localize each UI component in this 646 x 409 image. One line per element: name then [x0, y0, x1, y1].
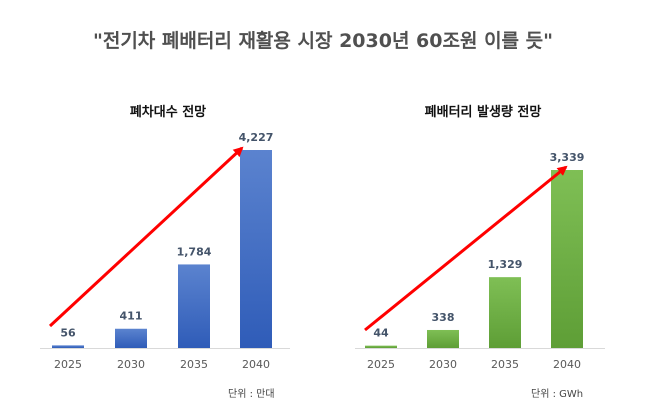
data-label: 4,227 — [239, 131, 274, 144]
data-label: 1,329 — [488, 258, 523, 271]
data-label: 3,339 — [550, 151, 585, 164]
chart-vehicles: 56 2025 411 2030 1,784 2035 4,227 2040 — [40, 131, 290, 371]
bar — [365, 345, 397, 348]
trend-arrow — [48, 146, 244, 328]
page-title: "전기차 폐배터리 재활용 시장 2030년 60조원 이를 듯" — [92, 30, 554, 52]
x-tick-label: 2040 — [553, 358, 581, 371]
bar — [178, 264, 210, 348]
data-label: 44 — [373, 327, 389, 340]
chart-title-vehicles: 폐차대수 전망 — [129, 105, 207, 120]
unit-note-vehicles: 단위 : 만대 — [228, 389, 275, 400]
bar — [240, 150, 272, 348]
x-tick-label: 2025 — [54, 358, 82, 371]
data-label: 1,784 — [177, 245, 212, 258]
x-tick-label: 2035 — [491, 358, 519, 371]
x-tick-label: 2040 — [242, 358, 270, 371]
trend-arrow — [364, 165, 568, 332]
unit-note-batteries: 단위 : GWh — [531, 389, 584, 400]
bar — [489, 277, 521, 348]
x-tick-label: 2025 — [367, 358, 395, 371]
data-label: 56 — [60, 326, 76, 339]
x-tick-label: 2030 — [429, 358, 457, 371]
chart-title-batteries: 폐배터리 발생량 전망 — [424, 105, 542, 120]
data-label: 411 — [120, 310, 143, 323]
data-label: 338 — [432, 311, 455, 324]
bar — [427, 329, 459, 348]
bar — [115, 328, 147, 348]
x-tick-label: 2035 — [180, 358, 208, 371]
bar — [551, 170, 583, 348]
bar — [52, 345, 84, 348]
chart-batteries: 44 2025 338 2030 1,329 2035 3,339 2040 — [355, 151, 605, 371]
x-tick-label: 2030 — [117, 358, 145, 371]
